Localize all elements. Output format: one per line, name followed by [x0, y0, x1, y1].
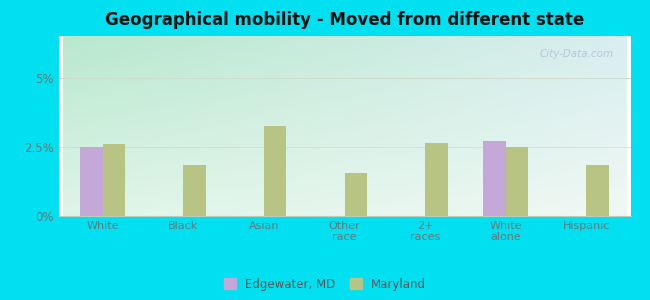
Bar [586, 165, 609, 216]
Bar [80, 147, 103, 216]
Bar [264, 126, 287, 216]
Bar [506, 147, 528, 216]
Bar [344, 173, 367, 216]
Legend: Edgewater, MD, Maryland: Edgewater, MD, Maryland [220, 274, 430, 294]
Bar [483, 141, 506, 216]
Text: City-Data.com: City-Data.com [540, 49, 614, 58]
Title: Geographical mobility - Moved from different state: Geographical mobility - Moved from diffe… [105, 11, 584, 29]
Bar [183, 165, 206, 216]
Bar [103, 144, 125, 216]
Bar [425, 142, 448, 216]
